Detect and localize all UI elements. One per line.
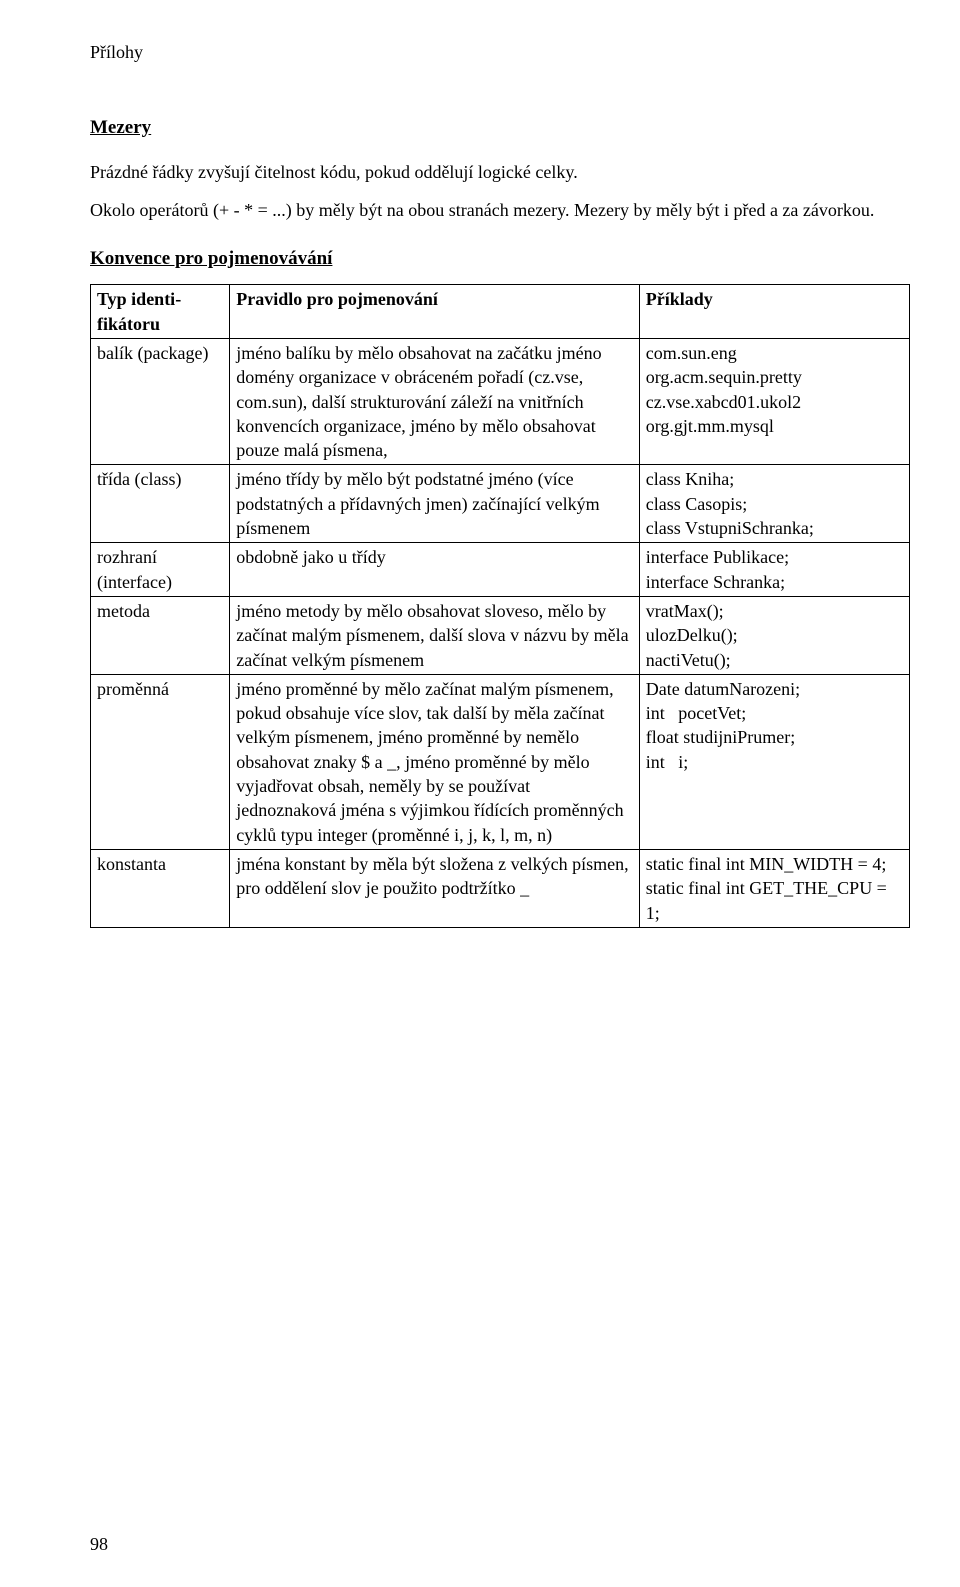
cell-type: konstanta [91, 849, 230, 927]
section-title-konvence: Konvence pro pojmenovávání [90, 246, 910, 273]
page-number: 98 [90, 1532, 108, 1557]
th-examples: Příklady [639, 285, 909, 339]
table-row: konstanta jména konstant by měla být slo… [91, 849, 910, 927]
table-row: balík (package) jméno balíku by mělo obs… [91, 338, 910, 464]
table-body: balík (package) jméno balíku by mělo obs… [91, 338, 910, 927]
cell-type: metoda [91, 596, 230, 674]
mezery-para-2: Okolo operátorů (+ - * = ...) by měly bý… [90, 192, 910, 228]
mezery-para-1: Prázdné řádky zvyšují čitelnost kódu, po… [90, 154, 910, 190]
table-row: rozhraní (interface) obdobně jako u tříd… [91, 543, 910, 597]
table-header-row: Typ identi-fikátoru Pravidlo pro pojmeno… [91, 285, 910, 339]
table-row: proměnná jméno proměnné by mělo začínat … [91, 674, 910, 849]
cell-rule: jméno balíku by mělo obsahovat na začátk… [230, 338, 640, 464]
cell-rule: obdobně jako u třídy [230, 543, 640, 597]
table-row: třída (class) jméno třídy by mělo být po… [91, 465, 910, 543]
table-row: metoda jméno metody by mělo obsahovat sl… [91, 596, 910, 674]
cell-rule: jméno metody by mělo obsahovat sloveso, … [230, 596, 640, 674]
cell-type: třída (class) [91, 465, 230, 543]
cell-rule: jméno třídy by mělo být podstatné jméno … [230, 465, 640, 543]
cell-type: proměnná [91, 674, 230, 849]
section-title-mezery: Mezery [90, 115, 910, 142]
cell-examples: Date datumNarozeni;int pocetVet;float st… [639, 674, 909, 849]
conventions-table: Typ identi-fikátoru Pravidlo pro pojmeno… [90, 284, 910, 927]
page-header: Přílohy [90, 40, 910, 65]
th-type: Typ identi-fikátoru [91, 285, 230, 339]
th-rule: Pravidlo pro pojmenování [230, 285, 640, 339]
cell-examples: static final int MIN_WIDTH = 4;static fi… [639, 849, 909, 927]
cell-examples: vratMax();ulozDelku();nactiVetu(); [639, 596, 909, 674]
cell-examples: com.sun.engorg.acm.sequin.prettycz.vse.x… [639, 338, 909, 464]
cell-examples: class Kniha;class Casopis;class VstupniS… [639, 465, 909, 543]
cell-rule: jméno proměnné by mělo začínat malým pís… [230, 674, 640, 849]
cell-rule: jména konstant by měla být složena z vel… [230, 849, 640, 927]
cell-examples: interface Publikace;interface Schranka; [639, 543, 909, 597]
cell-type: rozhraní (interface) [91, 543, 230, 597]
cell-type: balík (package) [91, 338, 230, 464]
